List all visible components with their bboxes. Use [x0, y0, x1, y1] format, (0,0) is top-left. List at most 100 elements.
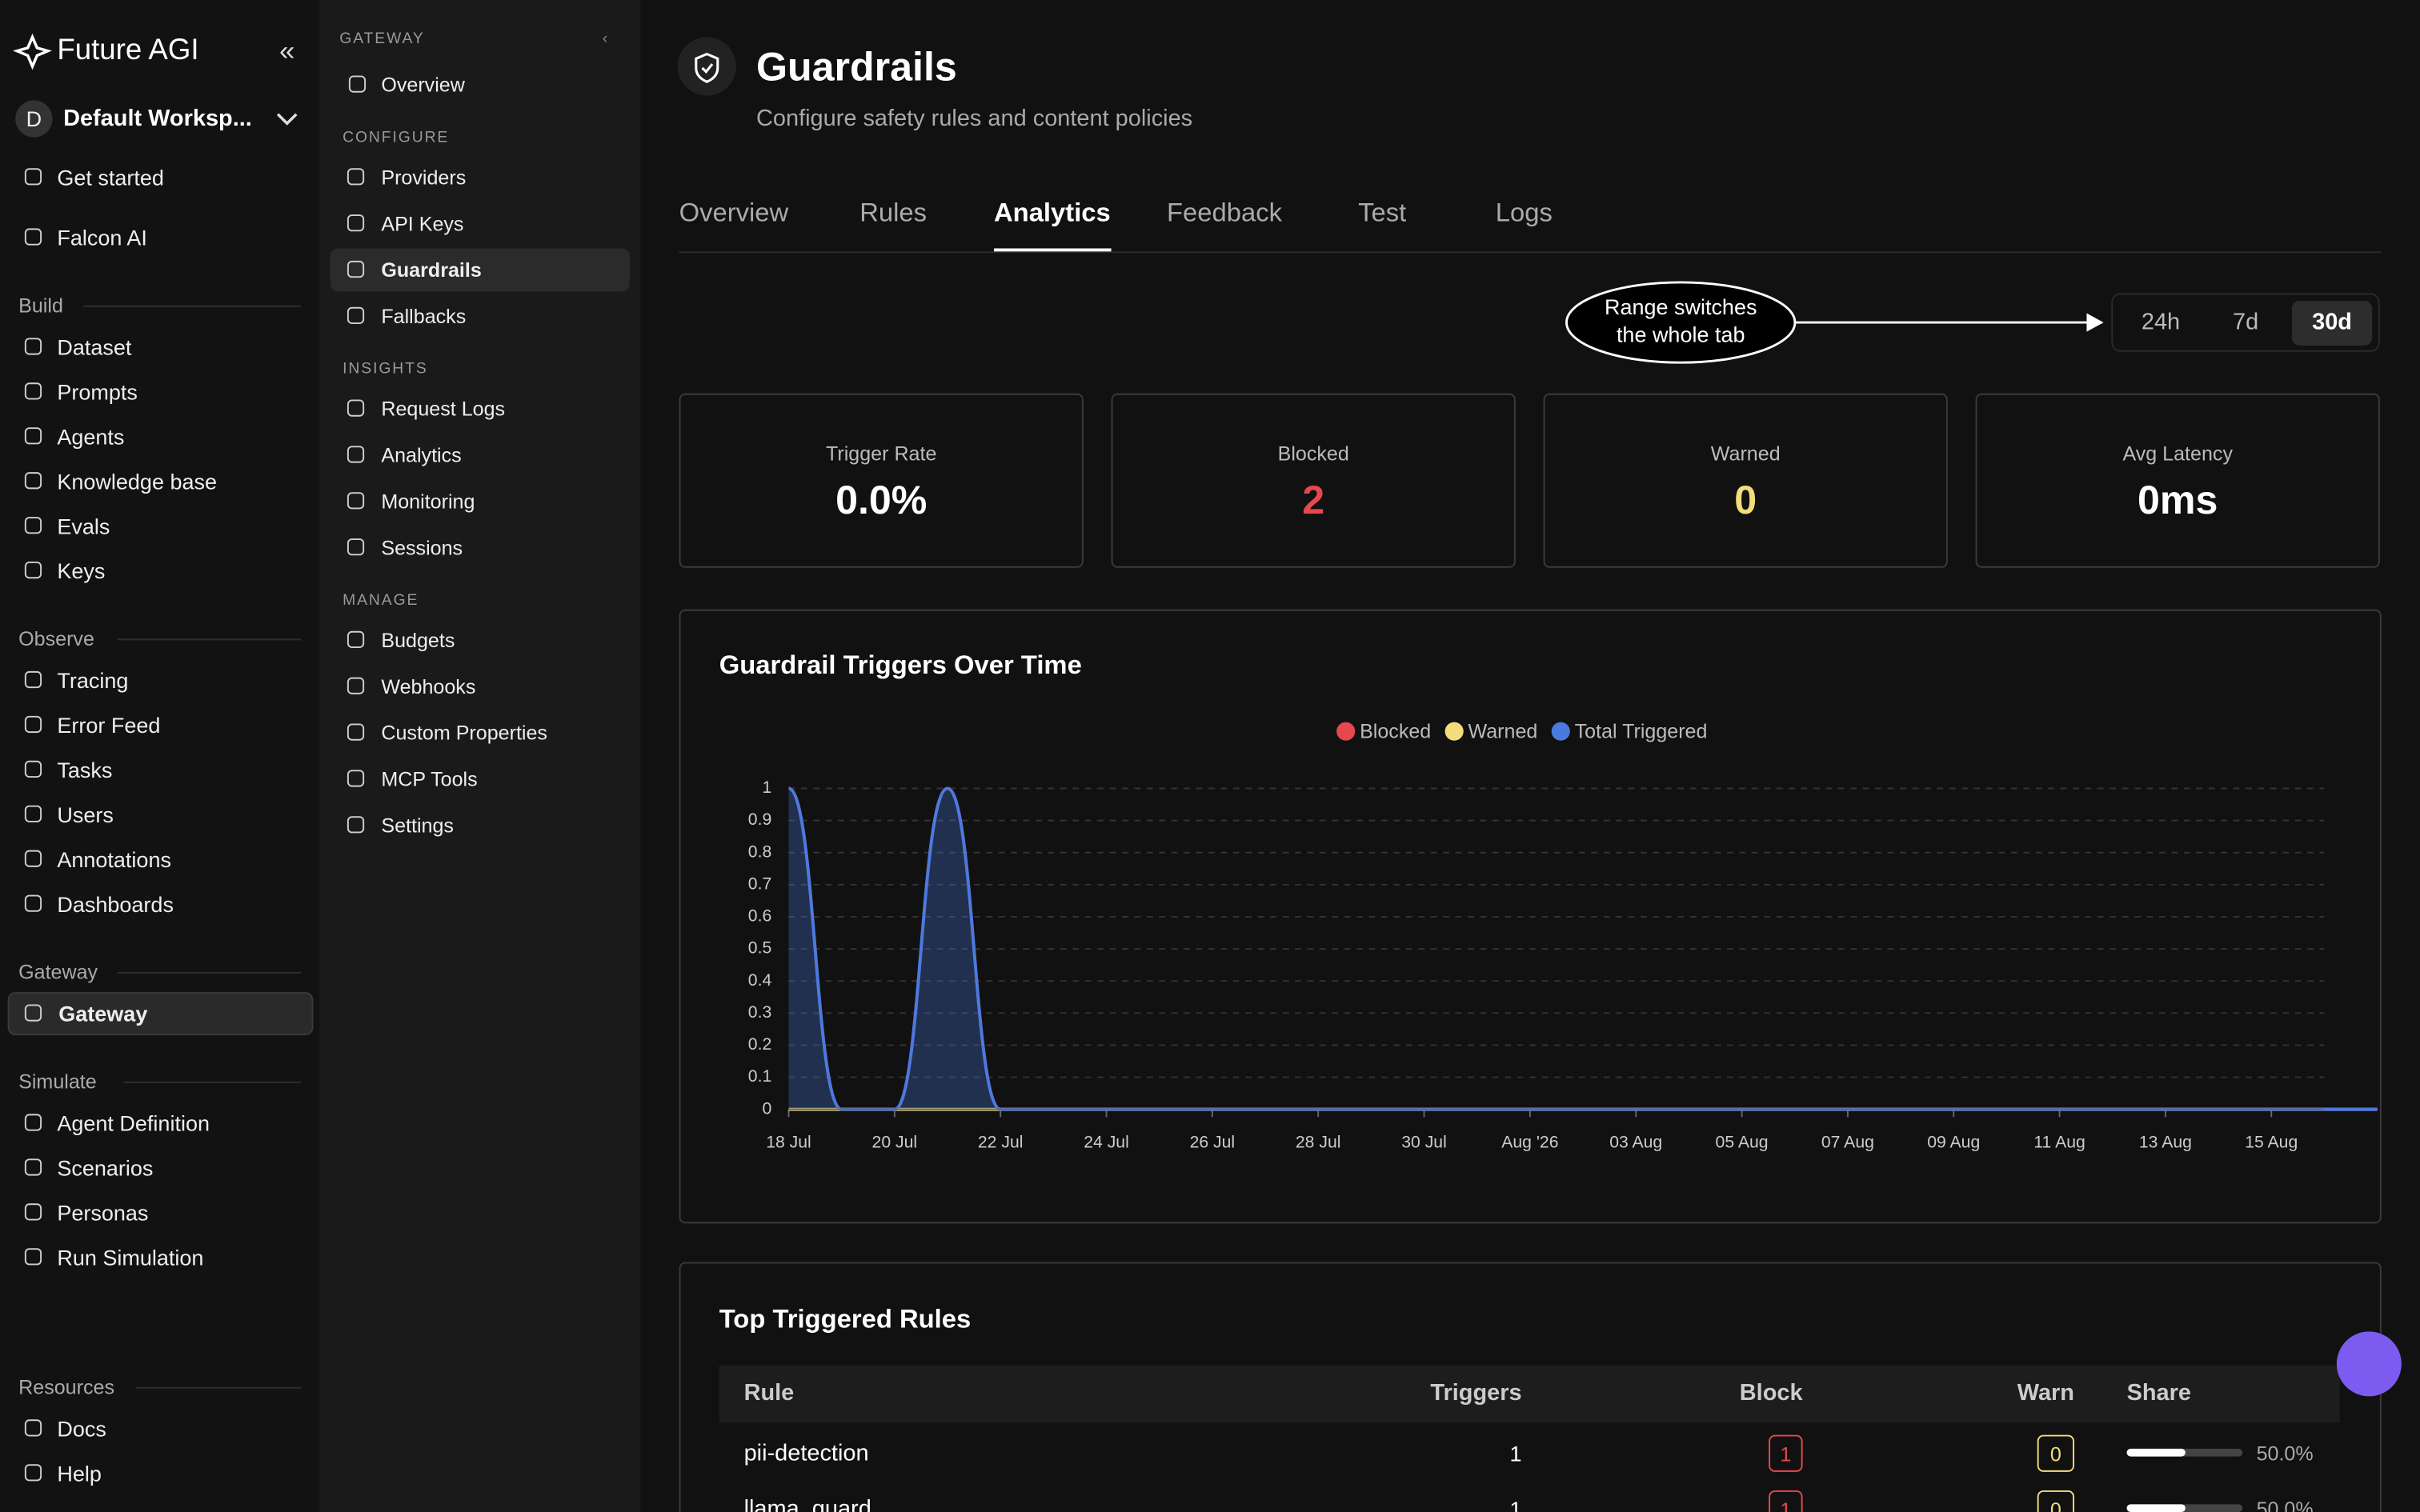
nav-item[interactable]: Tasks — [57, 757, 113, 782]
subnav-item[interactable]: Fallbacks — [381, 304, 467, 328]
section-title: Simulate — [18, 1070, 97, 1094]
icon — [24, 805, 42, 822]
icon — [347, 816, 365, 834]
icon — [347, 260, 365, 278]
nav-item[interactable]: Get started — [57, 165, 164, 190]
x-tick-label: 13 Aug — [2139, 1134, 2192, 1152]
help-fab[interactable] — [2336, 1331, 2402, 1397]
annotation-ellipse — [1565, 281, 1797, 364]
workspace-name[interactable]: Default Worksp... — [63, 106, 252, 132]
stat-label: Warned — [1710, 442, 1781, 466]
arrow-head — [2086, 313, 2104, 332]
subnav-item[interactable]: API Keys — [381, 212, 464, 236]
column-header: Share — [2126, 1380, 2191, 1406]
nav-item[interactable]: Tracing — [57, 668, 129, 693]
subnav-item[interactable]: Analytics — [381, 443, 462, 467]
sidebar — [0, 0, 320, 1512]
range-button[interactable]: 7d — [2232, 309, 2259, 336]
nav-item[interactable]: Error Feed — [57, 712, 161, 738]
subnav-item[interactable]: Settings — [381, 814, 454, 838]
icon — [24, 1419, 42, 1437]
share-fill — [2126, 1448, 2185, 1457]
subnav-item[interactable]: Monitoring — [381, 490, 475, 514]
subnav-item[interactable]: Budgets — [381, 628, 455, 652]
stat-value: 0 — [1734, 476, 1757, 523]
rule-name: llama_guard — [743, 1495, 871, 1512]
range-button[interactable]: 24h — [2141, 309, 2181, 336]
stat-card — [1975, 393, 2380, 568]
collapse-button: « — [279, 35, 295, 66]
x-tick-label: 07 Aug — [1821, 1134, 1874, 1152]
x-tick-label: 28 Jul — [1296, 1134, 1341, 1152]
nav-item[interactable]: Users — [57, 802, 114, 827]
nav-item[interactable]: Falcon AI — [57, 225, 147, 250]
nav-item[interactable]: Agent Definition — [57, 1110, 210, 1136]
tab[interactable]: Analytics — [993, 198, 1111, 228]
section-rule — [83, 305, 302, 307]
legend-swatch — [1444, 722, 1464, 741]
section-title: Gateway — [18, 960, 98, 984]
stat-value: 0.0% — [835, 476, 928, 523]
icon — [24, 894, 42, 912]
tab[interactable]: Logs — [1495, 198, 1553, 228]
stat-card — [1111, 393, 1516, 568]
nav-item[interactable]: Personas — [57, 1200, 149, 1226]
tab[interactable]: Rules — [859, 198, 928, 228]
nav-item[interactable]: Keys — [57, 558, 106, 583]
area — [788, 788, 2378, 1110]
share-text: 50.0% — [2256, 1442, 2314, 1466]
icon — [24, 561, 42, 579]
legend-swatch — [1551, 722, 1570, 741]
subnav-item[interactable]: Providers — [381, 166, 467, 190]
nav-item[interactable]: Dashboards — [57, 891, 174, 917]
block-badge: 1 — [1769, 1434, 1803, 1472]
nav-item[interactable]: Run Simulation — [57, 1245, 204, 1270]
nav-item[interactable]: Gateway — [58, 1001, 148, 1026]
nav-item[interactable]: Prompts — [57, 379, 138, 405]
subnav-group: INSIGHTS — [343, 361, 428, 378]
page-subtitle: Configure safety rules and content polic… — [755, 106, 1193, 132]
icon — [24, 850, 42, 867]
nav-item[interactable]: Knowledge base — [57, 469, 218, 494]
stat-card — [679, 393, 1084, 568]
icon — [24, 1248, 42, 1266]
subnav-item[interactable]: Webhooks — [381, 674, 476, 698]
subnav-item[interactable]: Request Logs — [381, 397, 506, 421]
icon — [347, 538, 365, 556]
nav-item[interactable]: Help — [57, 1461, 102, 1486]
nav-item[interactable]: Annotations — [57, 846, 171, 872]
subnav-item[interactable]: MCP Tools — [381, 767, 478, 791]
nav-item[interactable]: Evals — [57, 514, 110, 539]
column-header: Warn — [2017, 1380, 2074, 1406]
subnav-item[interactable]: Custom Properties — [381, 721, 547, 745]
nav-item[interactable]: Agents — [57, 424, 125, 450]
subnav-item[interactable]: Overview — [381, 73, 465, 97]
x-tick-label: 30 Jul — [1401, 1134, 1447, 1152]
tab-divider — [679, 251, 2382, 254]
column-header: Block — [1739, 1380, 1803, 1406]
x-tick-label: 20 Jul — [872, 1134, 918, 1152]
icon — [24, 1114, 42, 1131]
chart-card — [679, 609, 2382, 1224]
range-button[interactable]: 30d — [2312, 309, 2353, 336]
subnav-item[interactable]: Sessions — [381, 536, 463, 560]
block-badge: 1 — [1769, 1490, 1803, 1512]
y-tick-label: 0.4 — [748, 971, 772, 990]
page-title: Guardrails — [755, 42, 957, 90]
nav-item[interactable]: Scenarios — [57, 1155, 154, 1181]
workspace-avatar: D — [15, 100, 53, 138]
icon — [348, 75, 367, 93]
nav-item[interactable]: Docs — [57, 1416, 106, 1442]
stat-value: 0ms — [2138, 476, 2218, 523]
icon — [24, 382, 42, 400]
y-tick-label: 0.3 — [748, 1003, 771, 1022]
stat-value: 2 — [1302, 476, 1325, 523]
subnav-item[interactable]: Guardrails — [381, 258, 482, 282]
tab[interactable]: Feedback — [1166, 198, 1283, 228]
x-tick-label: 05 Aug — [1716, 1134, 1769, 1152]
nav-item[interactable]: Dataset — [57, 334, 132, 360]
tab[interactable]: Test — [1358, 198, 1407, 228]
tab[interactable]: Overview — [679, 198, 789, 228]
x-tick-label: 24 Jul — [1084, 1134, 1129, 1152]
